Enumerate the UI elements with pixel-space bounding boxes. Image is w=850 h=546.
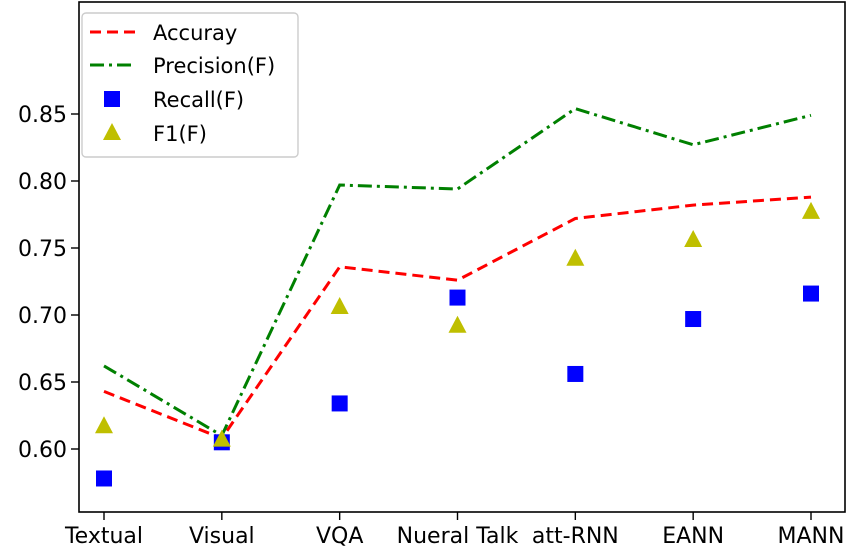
data-point-square (331, 395, 348, 412)
y-tick-label: 0.80 (18, 170, 67, 195)
data-point-triangle (330, 296, 349, 314)
legend: Accuray Precision(F) Recall(F) F1(F) (81, 12, 299, 158)
legend-label: Recall(F) (153, 88, 244, 112)
y-tick-label: 0.65 (18, 371, 67, 396)
x-tick-label: EANN (662, 524, 724, 546)
x-axis: Textual Visual VQA Nueral Talk att-RNN EANN MA… (64, 512, 844, 546)
legend-label: F1(F) (153, 122, 207, 146)
y-axis: 0.60 0.65 0.70 0.75 0.80 0.85 (18, 103, 79, 463)
legend-swatch (103, 123, 121, 140)
data-point-triangle (95, 416, 113, 434)
x-tick-label: VQA (316, 524, 363, 546)
y-tick-label: 0.70 (18, 304, 67, 329)
x-tick-label: Visual (189, 524, 255, 546)
data-point-triangle (802, 201, 820, 219)
legend-swatch (104, 91, 120, 107)
data-point-square (449, 289, 466, 306)
y-tick-label: 0.60 (18, 438, 67, 463)
data-point-square (96, 470, 112, 487)
data-point-triangle (566, 248, 585, 266)
x-tick-label: Textual (64, 524, 143, 546)
plot-frame (78, 1, 846, 513)
series-lines (103, 106, 812, 441)
x-tick-label: MANN (778, 524, 845, 546)
data-point-triangle (212, 429, 231, 447)
data-point-square (803, 285, 819, 302)
x-tick-label: att-RNN (532, 524, 619, 546)
data-point-square (567, 365, 584, 382)
y-tick-label: 0.85 (18, 103, 67, 128)
data-point-square (685, 311, 702, 328)
series-markers (95, 201, 820, 487)
y-tick-label: 0.75 (18, 237, 67, 262)
legend-box (81, 12, 299, 158)
legend-label: Accuray (153, 21, 237, 45)
x-tick-label: Nueral Talk (397, 524, 519, 546)
legend-label: Precision(F) (153, 54, 275, 78)
data-point-triangle (448, 315, 467, 333)
data-point-triangle (684, 229, 703, 247)
